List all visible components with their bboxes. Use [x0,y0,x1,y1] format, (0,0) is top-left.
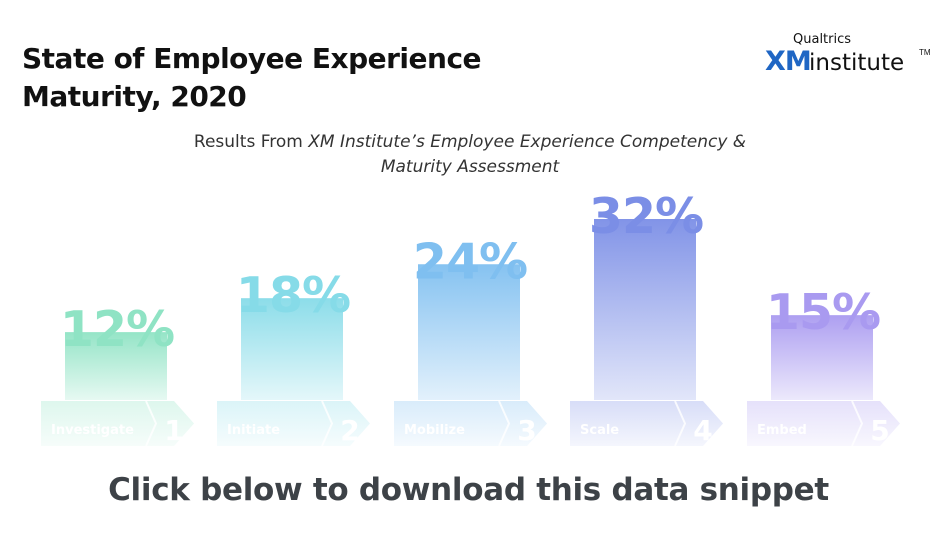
stage-number-1: 1 [164,414,183,447]
stage-arrow-divider [145,400,158,447]
bar-embed [771,315,873,400]
value-label-scale: 32% [589,188,703,245]
bar-scale [594,219,696,400]
subtitle-source-line-1: XM Institute’s Employee Experience Compe… [308,132,747,152]
bar-mobilize [418,264,520,400]
chart-title: State of Employee Experience Maturity, 2… [22,40,482,116]
logo-name: institute [809,50,905,76]
stage-label-mobilize: Mobilize [404,423,465,438]
stage-label-investigate: Investigate [51,423,134,438]
stage-arrow-embed [747,401,900,446]
stage-label-embed: Embed [757,423,807,438]
stage-label-scale: Scale [580,423,619,438]
stage-arrow-initiate [217,401,370,446]
bar-initiate [241,298,343,400]
xm-institute-logo: Qualtrics XM institute TM [743,32,931,82]
logo-brand: Qualtrics [793,32,852,47]
stage-arrow-scale [570,401,723,446]
chart-title-line-2: Maturity, 2020 [22,80,247,113]
chart-subtitle: Results From XM Institute’s Employee Exp… [140,130,800,180]
value-label-embed: 15% [766,284,880,341]
logo-mark: XM [765,46,812,77]
stage-arrow-mobilize [394,401,547,446]
value-label-investigate: 12% [60,301,174,358]
stage-number-3: 3 [517,414,536,447]
stage-number-2: 2 [340,414,359,447]
stage-arrow-divider [674,400,687,447]
stage-arrow-divider [498,400,511,447]
logo-trademark: TM [919,48,931,57]
stage-arrow-investigate [41,401,194,446]
value-label-mobilize: 24% [413,233,527,290]
download-cta[interactable]: Click below to download this data snippe… [108,472,829,508]
subtitle-source-line-2: Maturity Assessment [380,157,560,177]
stage-number-4: 4 [693,414,712,447]
stage-number-5: 5 [870,414,889,447]
stage-label-initiate: Initiate [227,423,280,438]
subtitle-prefix: Results From [193,132,309,152]
stage-arrow-divider [851,400,864,447]
stage-arrow-divider [321,400,334,447]
value-label-initiate: 18% [236,267,350,324]
bar-investigate [65,332,167,400]
chart-title-line-1: State of Employee Experience [22,42,482,75]
